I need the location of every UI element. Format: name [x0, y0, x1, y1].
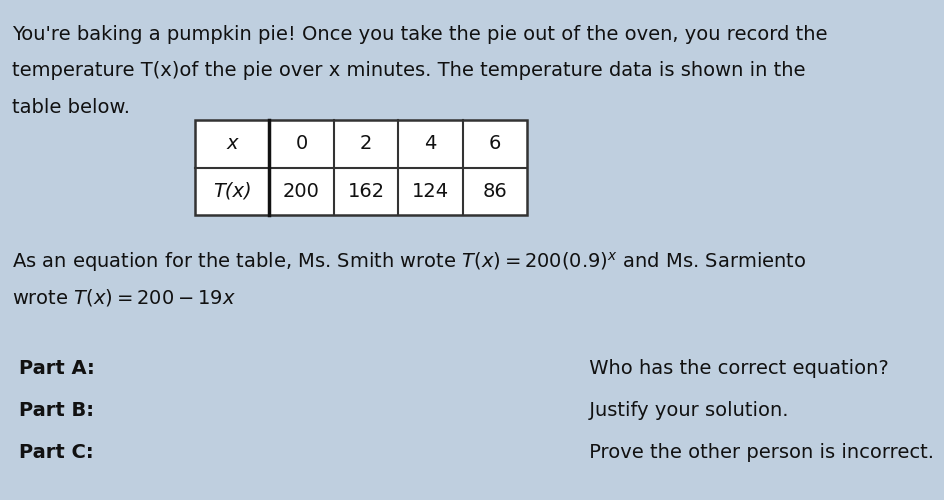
Text: Part C:: Part C: [20, 444, 94, 462]
Text: temperature T(x)of the pie over x minutes. The temperature data is shown in the: temperature T(x)of the pie over x minute… [11, 62, 804, 80]
Text: As an equation for the table, Ms. Smith wrote $T(x) = 200(0.9)^x$ and Ms. Sarmie: As an equation for the table, Ms. Smith … [11, 250, 805, 274]
Text: Justify your solution.: Justify your solution. [582, 402, 787, 420]
Text: Who has the correct equation?: Who has the correct equation? [582, 360, 887, 378]
Text: table below.: table below. [11, 98, 129, 117]
Text: wrote $T(x) = 200 - 19x$: wrote $T(x) = 200 - 19x$ [11, 286, 235, 308]
Text: Part B:: Part B: [20, 402, 94, 420]
Text: Prove the other person is incorrect.: Prove the other person is incorrect. [582, 444, 933, 462]
Text: 200: 200 [282, 182, 320, 201]
Text: 162: 162 [347, 182, 384, 201]
Text: 2: 2 [360, 134, 372, 153]
Text: 6: 6 [488, 134, 500, 153]
Text: T(x): T(x) [212, 182, 251, 201]
Text: 0: 0 [295, 134, 307, 153]
Text: x: x [227, 134, 238, 153]
Text: Part A:: Part A: [20, 360, 95, 378]
Text: 124: 124 [412, 182, 448, 201]
Text: 4: 4 [424, 134, 436, 153]
Text: 86: 86 [482, 182, 507, 201]
Text: You're baking a pumpkin pie! Once you take the pie out of the oven, you record t: You're baking a pumpkin pie! Once you ta… [11, 25, 826, 44]
